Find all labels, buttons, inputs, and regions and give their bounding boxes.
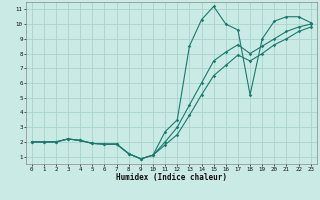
- X-axis label: Humidex (Indice chaleur): Humidex (Indice chaleur): [116, 173, 227, 182]
